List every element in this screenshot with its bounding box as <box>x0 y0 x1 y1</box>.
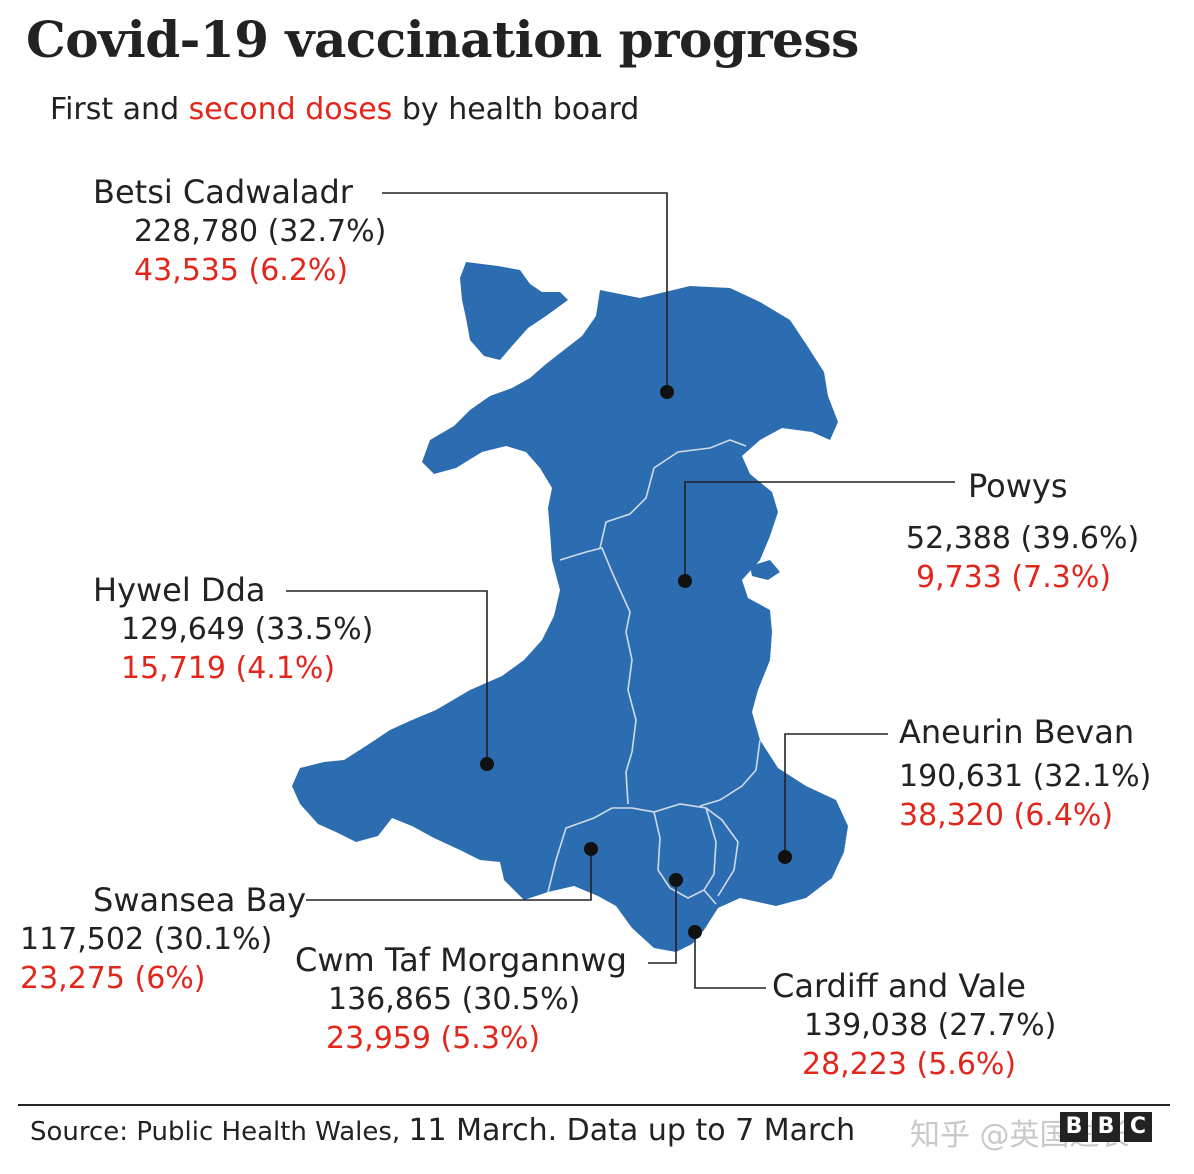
leader-betsi <box>382 192 668 392</box>
subtitle-second-doses: second doses <box>188 92 393 127</box>
leader-lines <box>286 192 955 989</box>
leader-swansea <box>306 849 592 901</box>
region-island <box>750 560 780 580</box>
leader-aneurin <box>784 733 888 857</box>
second-dose-value: 15,719 (4.1%) <box>121 651 336 686</box>
marker-cardiff <box>688 925 702 939</box>
label-cardiff-and-vale: Cardiff and Vale 139,038 (27.7%) 28,223 … <box>772 970 1056 1080</box>
boundary-cardiff <box>657 869 717 905</box>
subtitle-first-doses: First and <box>50 92 180 127</box>
marker-swansea <box>584 842 598 856</box>
boundary-cwm-taf <box>653 803 717 891</box>
boundary-aneurin <box>705 807 739 897</box>
second-dose-value: 23,275 (6%) <box>20 961 206 996</box>
board-name: Cwm Taf Morgannwg <box>295 941 627 979</box>
first-dose-value: 117,502 (30.1%) <box>20 922 273 957</box>
source-date: 11 March. Data up to 7 March <box>408 1113 856 1148</box>
board-name: Powys <box>968 467 1068 505</box>
board-name: Hywel Dda <box>93 571 266 609</box>
leader-powys <box>684 481 955 581</box>
marker-betsi <box>660 385 674 399</box>
first-dose-value: 52,388 (39.6%) <box>906 521 1140 556</box>
marker-hywel <box>480 757 494 771</box>
region-wales-mainland <box>292 286 848 952</box>
bbc-logo-letter: C <box>1124 1112 1152 1142</box>
subtitle-by-health-board: by health board <box>401 92 640 127</box>
source-note: Source: Public Health Wales, 11 March. D… <box>30 1113 855 1148</box>
boundary-hywel-powys <box>559 547 637 805</box>
marker-aneurin <box>778 850 792 864</box>
bbc-logo-letter: B <box>1060 1112 1088 1142</box>
leader-hywel <box>286 590 488 764</box>
page-title: Covid-19 vaccination progress <box>26 10 859 69</box>
first-dose-value: 228,780 (32.7%) <box>134 214 387 249</box>
label-powys: Powys 52,388 (39.6%) 9,733 (7.3%) <box>906 470 1139 593</box>
region-anglesey <box>460 262 568 360</box>
label-aneurin-bevan: Aneurin Bevan 190,631 (32.1%) 38,320 (6.… <box>899 716 1151 831</box>
second-dose-value: 43,535 (6.2%) <box>134 253 349 288</box>
footer-divider <box>18 1104 1170 1106</box>
label-betsi-cadwaladr: Betsi Cadwaladr 228,780 (32.7%) 43,535 (… <box>93 176 386 286</box>
second-dose-value: 9,733 (7.3%) <box>916 560 1112 595</box>
leader-cardiff <box>694 932 766 989</box>
marker-cwm-taf <box>669 873 683 887</box>
boundary-betsi-powys <box>599 439 747 549</box>
board-markers <box>480 385 792 939</box>
boundary-swansea <box>547 807 661 893</box>
first-dose-value: 136,865 (30.5%) <box>328 982 581 1017</box>
label-hywel-dda: Hywel Dda 129,649 (33.5%) 15,719 (4.1%) <box>93 574 373 684</box>
board-name: Aneurin Bevan <box>899 713 1135 751</box>
leader-cwm-taf <box>648 880 677 964</box>
bbc-logo: B B C <box>1060 1112 1152 1142</box>
source-text: Source: Public Health Wales, <box>30 1117 401 1147</box>
board-boundaries <box>547 439 761 905</box>
first-dose-value: 139,038 (27.7%) <box>804 1008 1057 1043</box>
boundary-powys-aneurin <box>699 739 761 807</box>
board-name: Betsi Cadwaladr <box>93 173 353 211</box>
board-name: Cardiff and Vale <box>772 967 1026 1005</box>
first-dose-value: 129,649 (33.5%) <box>121 612 374 647</box>
bbc-logo-letter: B <box>1092 1112 1120 1142</box>
second-dose-value: 28,223 (5.6%) <box>802 1047 1017 1082</box>
board-name: Swansea Bay <box>93 881 307 919</box>
second-dose-value: 23,959 (5.3%) <box>326 1021 541 1056</box>
marker-powys <box>678 574 692 588</box>
first-dose-value: 190,631 (32.1%) <box>899 759 1152 794</box>
subtitle: First and second doses by health board <box>50 92 639 127</box>
label-swansea-bay: Swansea Bay 117,502 (30.1%) 23,275 (6%) <box>20 884 306 994</box>
label-cwm-taf-morgannwg: Cwm Taf Morgannwg 136,865 (30.5%) 23,959… <box>295 944 627 1054</box>
second-dose-value: 38,320 (6.4%) <box>899 798 1114 833</box>
